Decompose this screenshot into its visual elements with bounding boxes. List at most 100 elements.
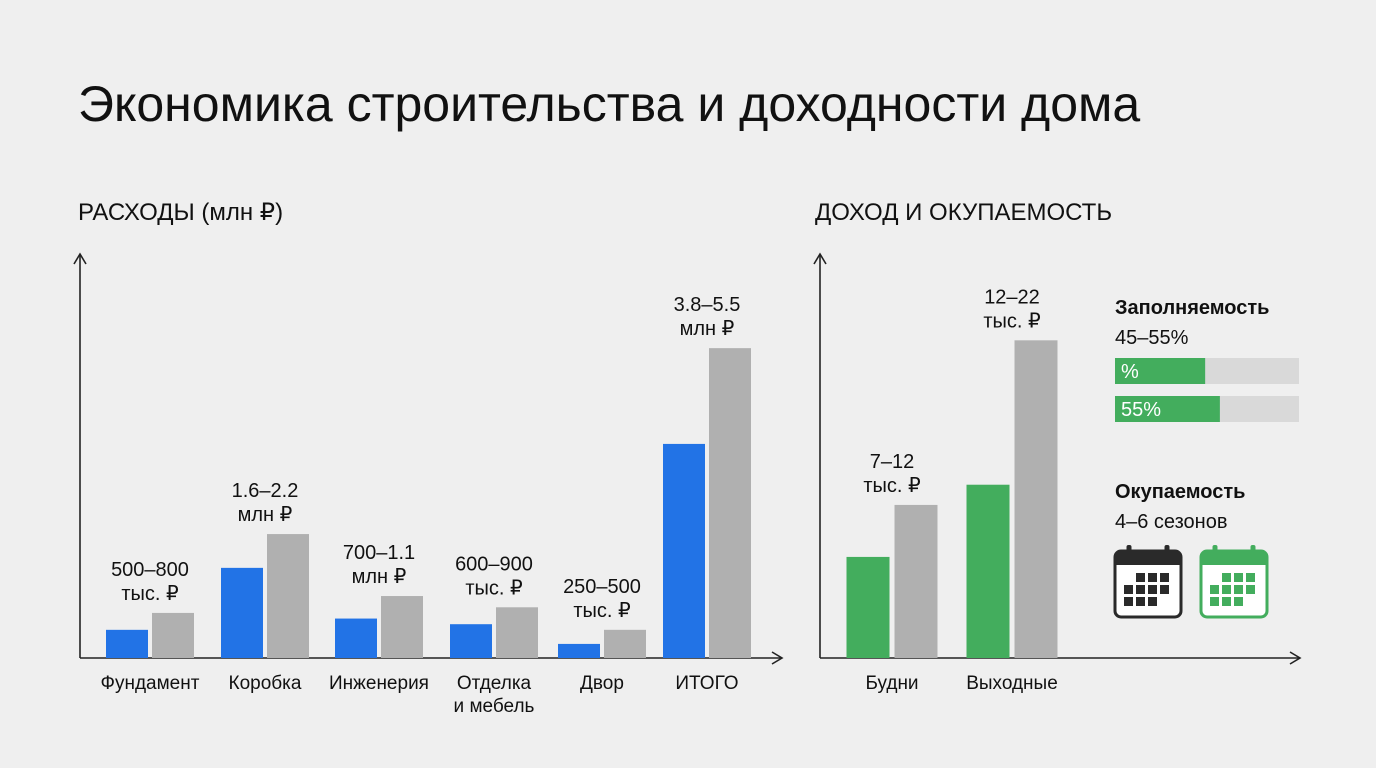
bar-high [496, 607, 538, 658]
calendar-day [1148, 573, 1157, 582]
payback-range: 4–6 сезонов [1115, 511, 1227, 533]
category-label-line: Коробка [229, 673, 302, 694]
value-label-line: тыс. ₽ [573, 600, 631, 622]
value-label-line: тыс. ₽ [983, 310, 1041, 332]
calendar-day [1160, 573, 1169, 582]
category-label-line: Будни [865, 673, 918, 694]
value-label-line: 1.6–2.2 [232, 480, 299, 502]
bar-high [1014, 340, 1058, 658]
value-label-line: 500–800 [111, 559, 189, 581]
category-label: Инженерия [329, 673, 429, 694]
bar-low [846, 556, 890, 658]
calendar-day [1136, 573, 1145, 582]
calendar-header-fill [1115, 559, 1181, 565]
calendar-ring [1126, 545, 1132, 559]
calendar-day [1234, 573, 1243, 582]
category-label: Выходные [966, 673, 1058, 694]
category-label: Двор [580, 673, 624, 694]
value-label-line: 7–12 [870, 451, 915, 473]
bar-high [381, 596, 423, 658]
income-chart-title: ДОХОД И ОКУПАЕМОСТЬ [815, 199, 1112, 226]
occupancy-panel: Заполняемость 45–55% % 55% [1115, 297, 1299, 422]
bar-low [966, 484, 1010, 658]
expenses-chart-title: РАСХОДЫ (млн ₽) [78, 199, 283, 226]
value-label-line: 600–900 [455, 553, 533, 575]
bar-high [267, 534, 309, 658]
page-title: Экономика строительства и доходности дом… [78, 76, 1140, 132]
value-label-line: млн ₽ [352, 566, 407, 588]
calendar-day [1210, 597, 1219, 606]
value-label: 250–500 тыс. ₽ [563, 576, 641, 622]
value-label-line: 12–22 [984, 286, 1040, 308]
calendar-ring [1250, 545, 1256, 559]
value-label: 1.6–2.2 млн ₽ [232, 480, 299, 526]
bar-high [709, 348, 751, 658]
calendar-day [1246, 585, 1255, 594]
bar-low [335, 618, 377, 658]
category-label-line: и мебель [454, 696, 535, 717]
calendar-day [1148, 585, 1157, 594]
category-label: ИТОГО [675, 673, 738, 694]
calendar-day [1222, 585, 1231, 594]
expenses-y-axis-arrow [73, 252, 87, 265]
occupancy-fill [1115, 358, 1206, 384]
category-label-line: Фундамент [101, 673, 200, 694]
bar-low [450, 624, 492, 658]
category-label: Коробка [229, 673, 302, 694]
calendar-day [1246, 573, 1255, 582]
calendar-ring [1212, 545, 1218, 559]
calendar-icon [1199, 545, 1269, 619]
occupancy-bar-label: 55% [1121, 399, 1161, 421]
value-label: 3.8–5.5 млн ₽ [674, 294, 741, 340]
value-label: 700–1.1 млн ₽ [343, 542, 415, 588]
category-label: Фундамент [101, 673, 200, 694]
value-label-line: 3.8–5.5 [674, 294, 741, 316]
category-label-line: Инженерия [329, 673, 429, 694]
occupancy-heading: Заполняемость [1115, 297, 1269, 319]
payback-panel: Окупаемость 4–6 сезонов [1113, 481, 1269, 619]
calendar-day [1160, 585, 1169, 594]
value-label-line: тыс. ₽ [863, 475, 921, 497]
bar-high [152, 612, 194, 658]
category-label-line: ИТОГО [675, 673, 738, 694]
value-label: 7–12 тыс. ₽ [863, 451, 921, 497]
category-label-line: Двор [580, 673, 624, 694]
calendar-day [1210, 585, 1219, 594]
bar-high [894, 504, 938, 658]
calendar-day [1148, 597, 1157, 606]
income-x-axis-arrow [1289, 651, 1302, 665]
calendar-day [1234, 585, 1243, 594]
calendar-day [1124, 597, 1133, 606]
payback-heading: Окупаемость [1115, 481, 1245, 503]
calendar-day [1222, 597, 1231, 606]
value-label: 12–22 тыс. ₽ [983, 286, 1041, 332]
income-chart: ДОХОД И ОКУПАЕМОСТЬ 7–12 тыс. ₽Будни12–22… [813, 199, 1302, 694]
value-label-line: млн ₽ [680, 318, 735, 340]
category-label-line: Отделка [457, 673, 532, 694]
value-label-line: тыс. ₽ [121, 583, 179, 605]
occupancy-range: 45–55% [1115, 327, 1189, 349]
calendar-day [1136, 597, 1145, 606]
bar-low [106, 629, 148, 658]
calendar-day [1136, 585, 1145, 594]
calendar-day [1124, 585, 1133, 594]
category-label: Отделка и мебель [454, 673, 535, 717]
category-label-line: Выходные [966, 673, 1058, 694]
bar-high [604, 629, 646, 658]
income-y-axis-arrow [813, 252, 827, 265]
value-label-line: тыс. ₽ [465, 577, 523, 599]
calendar-day [1234, 597, 1243, 606]
bar-low [558, 643, 600, 658]
value-label: 500–800 тыс. ₽ [111, 559, 189, 605]
calendar-ring [1164, 545, 1170, 559]
calendar-header-fill [1201, 559, 1267, 565]
bar-low [221, 567, 263, 658]
calendar-day [1222, 573, 1231, 582]
value-label-line: 700–1.1 [343, 542, 415, 564]
category-label: Будни [865, 673, 918, 694]
value-label-line: млн ₽ [238, 504, 293, 526]
calendar-icon [1113, 545, 1183, 619]
value-label-line: 250–500 [563, 576, 641, 598]
expenses-chart: РАСХОДЫ (млн ₽) 500–800 тыс. ₽Фундамент1.… [73, 199, 784, 717]
